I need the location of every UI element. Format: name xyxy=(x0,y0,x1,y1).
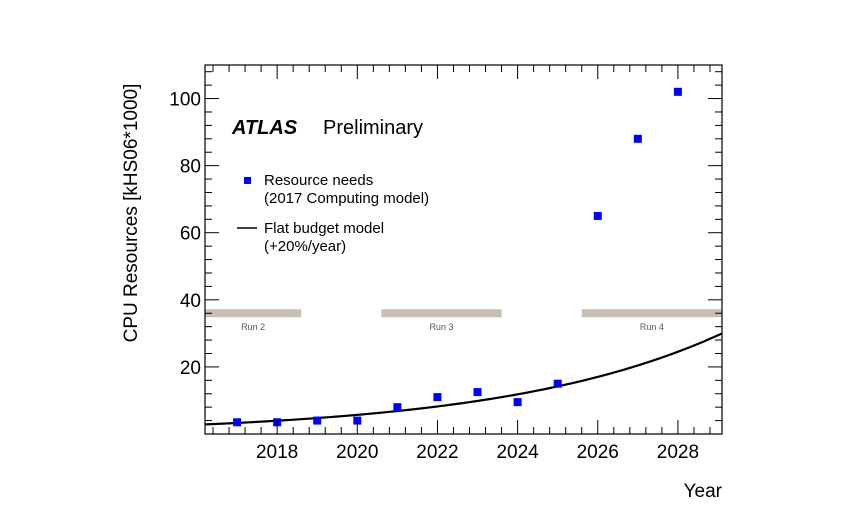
atlas-label: ATLAS Preliminary xyxy=(231,117,423,139)
data-point-2026 xyxy=(593,211,602,220)
resource-needs-points xyxy=(233,87,682,427)
axis-ticks xyxy=(205,65,722,435)
axis-tick-labels: 2018 2020 2022 2024 2026 2028 20 40 60 80 100 xyxy=(169,90,699,463)
y-axis-label: CPU Resources [kHS06*1000] xyxy=(121,84,142,343)
data-point-2019 xyxy=(313,416,322,425)
legend-marker-resource-needs xyxy=(244,177,251,184)
legend: Resource needs (2017 Computing model) Fl… xyxy=(237,172,429,255)
y-tick-label-40: 40 xyxy=(180,291,201,312)
x-tick-label-2024: 2024 xyxy=(496,442,539,463)
x-tick-label-2018: 2018 xyxy=(256,442,298,463)
atlas-experiment-label: ATLAS xyxy=(231,117,298,139)
legend-label-resource-needs-line2: (2017 Computing model) xyxy=(264,190,429,207)
data-point-2028 xyxy=(673,87,682,96)
plot-frame xyxy=(204,64,723,435)
data-point-2017 xyxy=(233,418,242,427)
run-label-2: Run 2 xyxy=(241,322,265,332)
data-point-2023 xyxy=(473,388,482,397)
atlas-status-label: Preliminary xyxy=(323,117,423,139)
x-tick-label-2026: 2026 xyxy=(577,442,619,463)
legend-label-resource-needs-line1: Resource needs xyxy=(264,172,373,189)
data-point-2024 xyxy=(513,398,522,407)
legend-label-flat-budget-line2: (+20%/year) xyxy=(264,238,346,255)
x-tick-label-2022: 2022 xyxy=(416,442,458,463)
data-point-2021 xyxy=(393,403,402,412)
run-periods: Run 2 Run 3 Run 4 xyxy=(205,309,722,332)
x-tick-label-2028: 2028 xyxy=(657,442,699,463)
run-label-3: Run 3 xyxy=(429,322,453,332)
run-label-4: Run 4 xyxy=(640,322,664,332)
y-tick-label-20: 20 xyxy=(180,358,201,379)
x-tick-label-2020: 2020 xyxy=(336,442,378,463)
data-point-2025 xyxy=(553,379,562,388)
data-point-2022 xyxy=(433,393,442,402)
data-point-2027 xyxy=(633,134,642,143)
y-tick-label-80: 80 xyxy=(180,157,201,178)
flat-budget-curve-layer xyxy=(204,332,723,426)
legend-label-flat-budget-line1: Flat budget model xyxy=(264,220,384,237)
flat-budget-curve xyxy=(204,332,723,426)
x-axis-label: Year xyxy=(684,481,723,502)
y-tick-label-60: 60 xyxy=(180,224,201,245)
y-tick-label-100: 100 xyxy=(169,90,201,111)
